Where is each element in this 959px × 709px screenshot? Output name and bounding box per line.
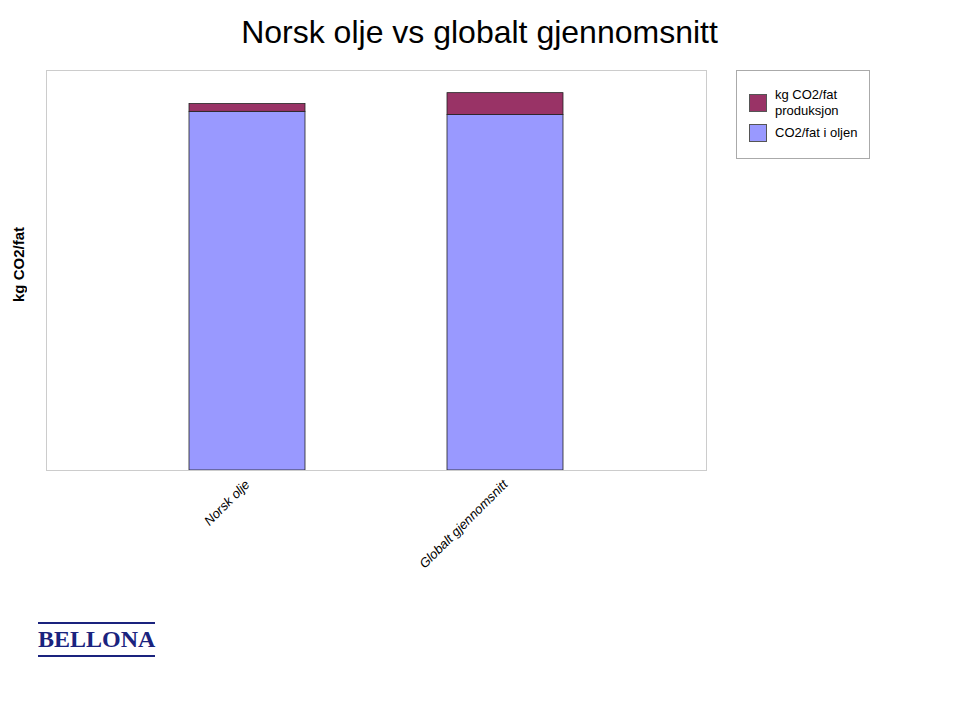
svg-text:Globalt gjennomsnitt: Globalt gjennomsnitt (416, 476, 511, 571)
svg-text:Norsk olje: Norsk olje (201, 477, 252, 528)
html-text:kg CO2/fat: kg CO2/fat (9, 227, 27, 303)
html-text:kg CO2/fat produksjon: kg CO2/fat produksjon (775, 87, 839, 118)
html-text:CO2/fat i oljen: CO2/fat i oljen (775, 125, 858, 141)
html-text:BELLONA: BELLONA (38, 626, 156, 652)
html-text:Norsk olje vs globalt gjennoms: Norsk olje vs globalt gjennomsnitt (241, 14, 718, 50)
